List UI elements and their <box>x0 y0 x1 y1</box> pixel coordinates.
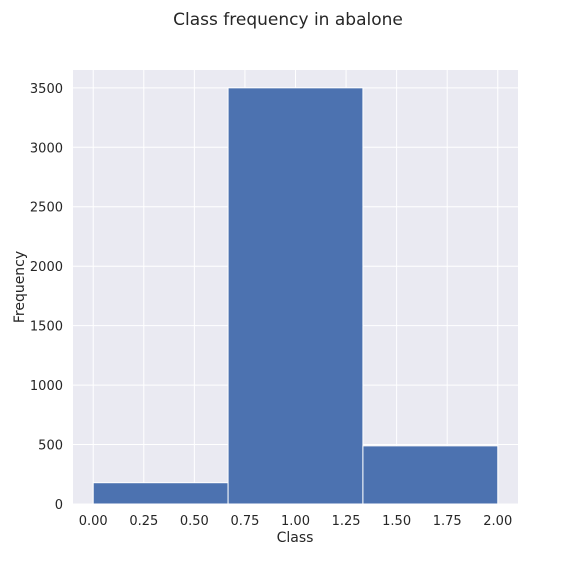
x-tick-label: 1.75 <box>433 514 462 529</box>
x-tick-label: 1.00 <box>281 514 310 529</box>
chart-title: Class frequency in abalone <box>173 10 403 30</box>
x-tick-label: 0.75 <box>230 514 259 529</box>
y-tick-label: 3500 <box>30 82 63 97</box>
y-tick-label: 500 <box>38 439 63 454</box>
y-tick-label: 0 <box>55 498 63 513</box>
x-tick-label: 2.00 <box>483 514 512 529</box>
y-tick-label: 1000 <box>30 379 63 394</box>
x-tick-label: 0.50 <box>180 514 209 529</box>
histogram-bar <box>362 445 499 505</box>
y-tick-label: 2000 <box>30 260 63 275</box>
y-axis-ticks: 0 500 1000 1500 2000 2500 3000 3500 <box>30 82 63 513</box>
x-tick-label: 0.25 <box>129 514 158 529</box>
histogram-bar <box>227 87 364 505</box>
x-tick-label: 0.00 <box>79 514 108 529</box>
histogram-bar <box>92 482 229 505</box>
x-axis-label: Class <box>277 530 314 546</box>
bars <box>92 87 499 505</box>
y-tick-label: 1500 <box>30 320 63 335</box>
y-tick-label: 3000 <box>30 141 63 156</box>
x-tick-label: 1.25 <box>332 514 361 529</box>
x-axis-ticks: 0.00 0.25 0.50 0.75 1.00 1.25 1.50 1.75 2.00 <box>79 514 512 529</box>
y-axis-label: Frequency <box>12 251 28 323</box>
y-tick-label: 2500 <box>30 201 63 216</box>
x-tick-label: 1.50 <box>382 514 411 529</box>
